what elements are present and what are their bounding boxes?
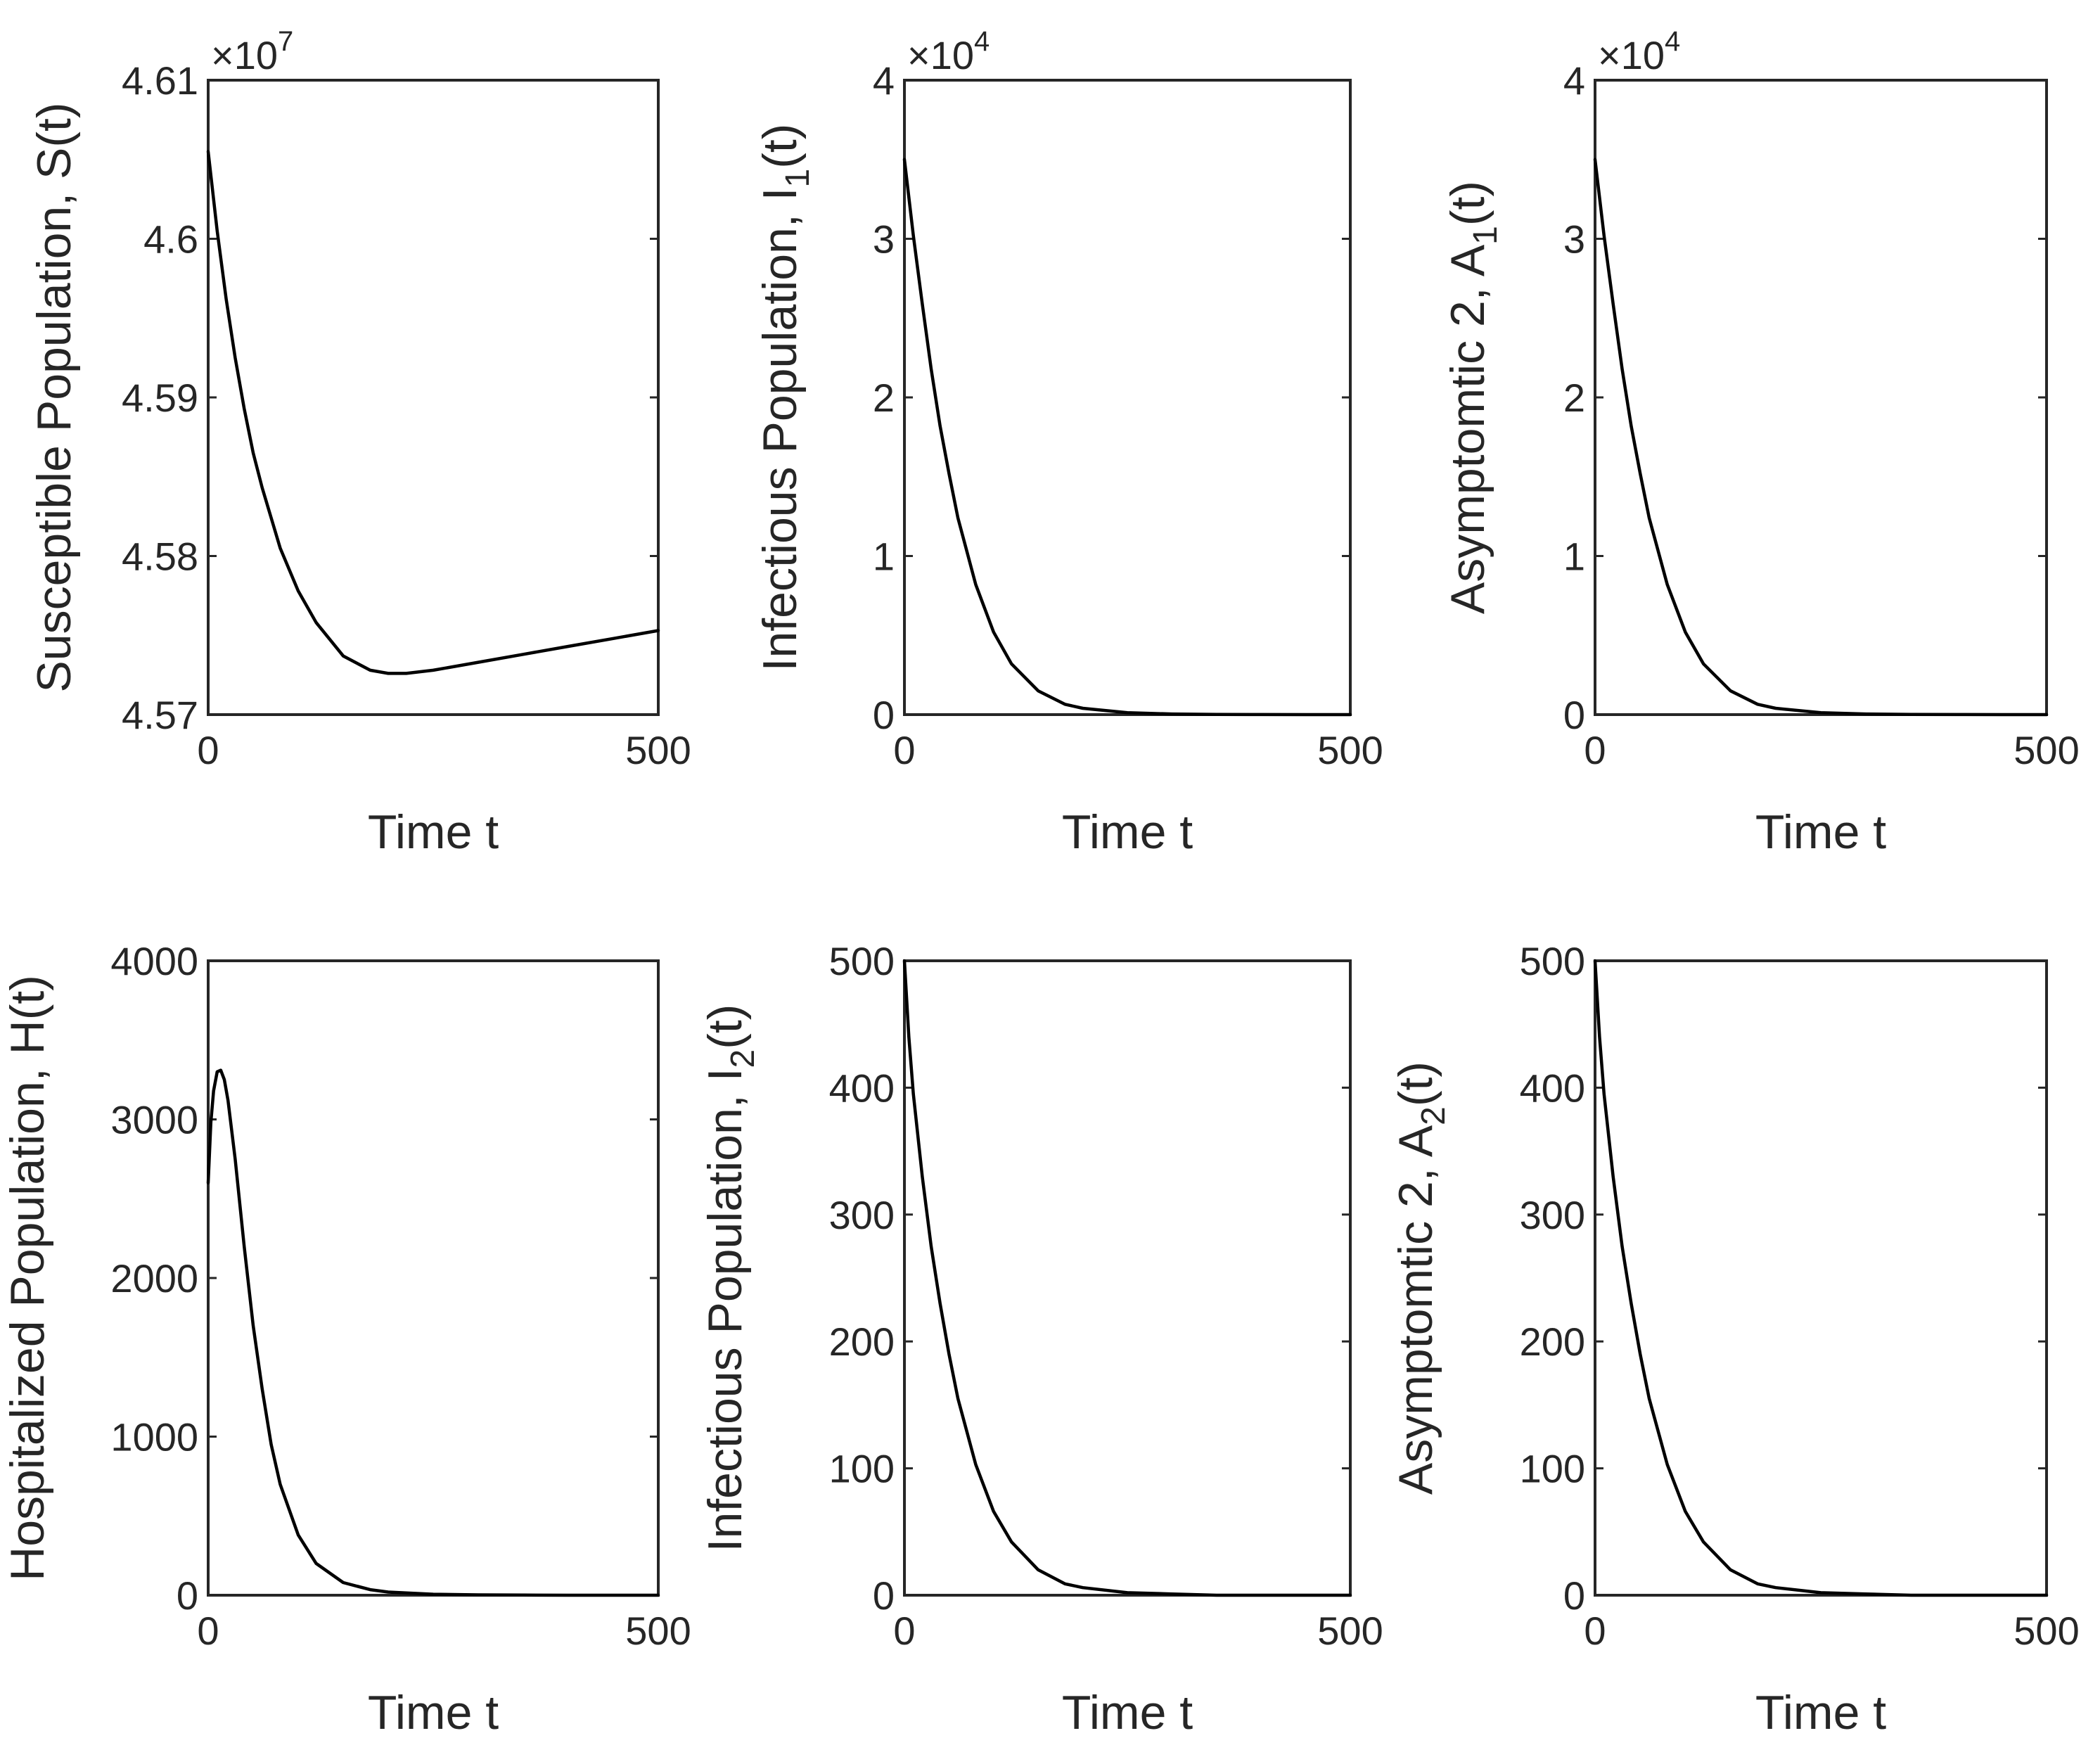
series-line: [206, 1068, 660, 1597]
x-tick-label: 0: [197, 728, 219, 772]
y-axis-label: Infectious Population, I2(t): [698, 1004, 762, 1552]
exponent-label: ×107: [211, 26, 293, 77]
y-tick-label: 4.61: [122, 58, 198, 103]
exponent-label: ×104: [907, 26, 990, 77]
subplot-6: 0 100 200 300 400 500 0 500 Time t Asymptomtic 2,…: [1389, 939, 2080, 1738]
exponent-label: ×104: [1598, 26, 1680, 77]
y-tick-label: 3: [873, 217, 895, 262]
x-tick-label: 500: [625, 1609, 691, 1653]
x-tick-label: 500: [625, 728, 691, 772]
y-tick-label: 500: [829, 939, 895, 983]
y-tick-label: 200: [829, 1320, 895, 1364]
axes-box: [903, 79, 1352, 716]
y-tick-label: 2: [1563, 376, 1585, 420]
y-tick-label: 2000: [110, 1256, 198, 1301]
y-tick-label: 4.57: [122, 693, 198, 737]
y-tick-label: 1: [873, 535, 895, 579]
x-tick-label: 0: [893, 1609, 915, 1653]
y-tick-label: 100: [1520, 1447, 1585, 1491]
series-line: [1593, 959, 2049, 1597]
subplot-2: 0 1 2 3 4 0 500 Time t Infectious Population, I1…: [753, 26, 1383, 859]
x-axis-label: Time t: [1062, 805, 1193, 859]
x-tick-label: 500: [1317, 1609, 1383, 1653]
y-tick-label: 4: [1563, 58, 1585, 103]
axes-box: [207, 959, 660, 1597]
x-tick-label: 0: [197, 1609, 219, 1653]
x-tick-label: 0: [893, 728, 915, 772]
y-tick-label: 3000: [110, 1098, 198, 1142]
axes-box: [903, 959, 1352, 1597]
y-axis-label: Susceptible Population, S(t): [27, 102, 81, 692]
x-tick-label: 0: [1584, 728, 1606, 772]
y-tick-label: 3: [1563, 217, 1585, 262]
y-tick-label: 1: [1563, 535, 1585, 579]
y-tick-label: 200: [1520, 1320, 1585, 1364]
y-tick-label: 0: [177, 1573, 198, 1618]
x-axis-label: Time t: [1062, 1686, 1193, 1738]
x-axis-label: Time t: [1755, 1686, 1886, 1738]
series-line: [902, 959, 1352, 1597]
y-tick-label: 2: [873, 376, 895, 420]
x-tick-label: 500: [2013, 1609, 2079, 1653]
y-tick-label: 1000: [110, 1415, 198, 1459]
y-axis-label: Hospitalized Population, H(t): [1, 975, 54, 1581]
series-line: [902, 158, 1352, 717]
y-tick-label: 4.58: [122, 535, 198, 579]
y-tick-label: 100: [829, 1447, 895, 1491]
axes-box: [1594, 79, 2048, 716]
x-axis-label: Time t: [368, 1686, 499, 1738]
y-axis-label: Asymptomtic 2, A1(t): [1441, 181, 1504, 614]
y-tick-label: 4000: [110, 939, 198, 983]
x-axis-label: Time t: [1755, 805, 1886, 859]
y-tick-label: 400: [829, 1066, 895, 1110]
y-tick-label: 4.59: [122, 376, 198, 420]
x-axis-label: Time t: [368, 805, 499, 859]
y-tick-label: 4.6: [143, 217, 198, 262]
y-tick-label: 0: [873, 693, 895, 737]
x-tick-label: 500: [1317, 728, 1383, 772]
x-tick-label: 0: [1584, 1609, 1606, 1653]
series-line: [1593, 158, 2049, 717]
axes-box: [207, 79, 660, 716]
subplot-4: 0 1000 2000 3000 4000 0 500 Time t Hospitalized …: [1, 939, 691, 1738]
y-tick-label: 300: [829, 1193, 895, 1237]
y-tick-label: 500: [1520, 939, 1585, 983]
subplot-3: 0 1 2 3 4 0 500 Time t Asymptomtic 2, A1(t) ×104: [1441, 26, 2080, 859]
series-line: [206, 150, 660, 675]
x-tick-label: 500: [2013, 728, 2079, 772]
y-axis-label: Infectious Population, I1(t): [753, 124, 817, 672]
y-tick-label: 400: [1520, 1066, 1585, 1110]
axes-box: [1594, 959, 2048, 1597]
subplot-1: 4.57 4.58 4.59 4.6 4.61 0 500 Time t Susceptible…: [27, 26, 691, 859]
y-tick-label: 0: [1563, 693, 1585, 737]
y-tick-label: 4: [873, 58, 895, 103]
y-tick-label: 0: [1563, 1573, 1585, 1618]
y-axis-label: Asymptomtic 2, A2(t): [1389, 1061, 1452, 1495]
subplot-5: 0 100 200 300 400 500 0 500 Time t Infectious Pop…: [698, 939, 1383, 1738]
y-tick-label: 0: [873, 1573, 895, 1618]
y-tick-label: 300: [1520, 1193, 1585, 1237]
